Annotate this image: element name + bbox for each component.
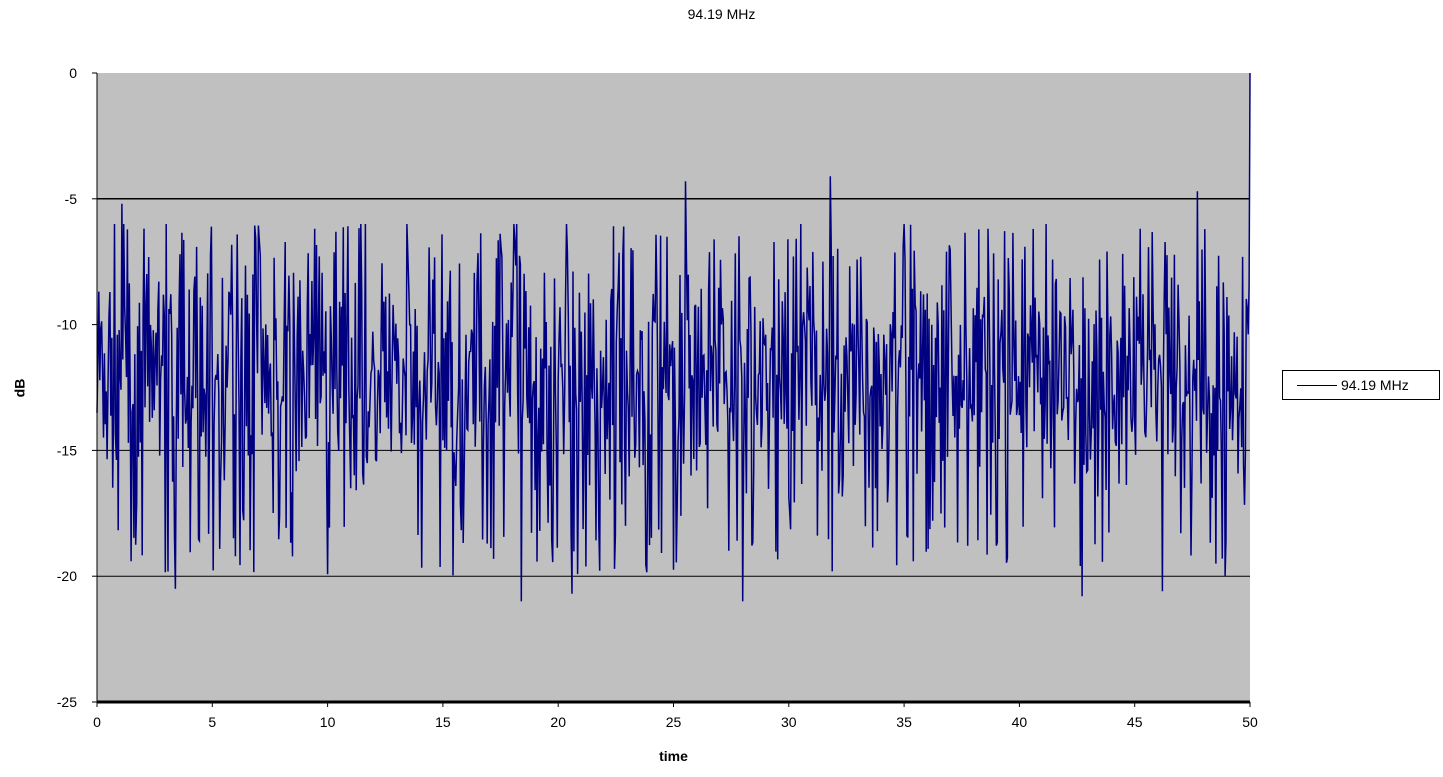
legend: 94.19 MHz <box>1282 370 1440 400</box>
x-tick-label-20: 20 <box>550 714 566 730</box>
x-tick-label-10: 10 <box>320 714 336 730</box>
y-tick-label--15: -15 <box>57 442 77 458</box>
legend-swatch <box>1297 385 1337 386</box>
x-tick-labels: 0 5 10 15 20 25 30 35 40 45 50 <box>93 714 1258 730</box>
y-tick-label--10: -10 <box>57 317 77 333</box>
x-tick-label-35: 35 <box>896 714 912 730</box>
y-tick-label--25: -25 <box>57 694 77 710</box>
y-axis-label: dB <box>11 378 28 398</box>
x-tick-label-15: 15 <box>435 714 451 730</box>
x-tick-label-25: 25 <box>666 714 682 730</box>
x-tick-label-50: 50 <box>1242 714 1258 730</box>
x-tick-label-5: 5 <box>208 714 216 730</box>
y-tick-labels: 0 -5 -10 -15 -20 -25 <box>57 65 77 710</box>
chart-title: 94.19 MHz <box>687 6 756 22</box>
y-tick-label--20: -20 <box>57 568 77 584</box>
y-tick-label--5: -5 <box>65 191 78 207</box>
x-tick-label-30: 30 <box>781 714 797 730</box>
x-axis-label: time <box>659 748 688 764</box>
legend-label: 94.19 MHz <box>1341 377 1409 393</box>
x-tick-label-40: 40 <box>1012 714 1028 730</box>
axes <box>92 72 1251 707</box>
x-tick-label-45: 45 <box>1127 714 1143 730</box>
series-line-94-19-mhz <box>96 72 1251 602</box>
x-tick-label-0: 0 <box>93 714 101 730</box>
y-tick-label-0: 0 <box>69 65 77 81</box>
